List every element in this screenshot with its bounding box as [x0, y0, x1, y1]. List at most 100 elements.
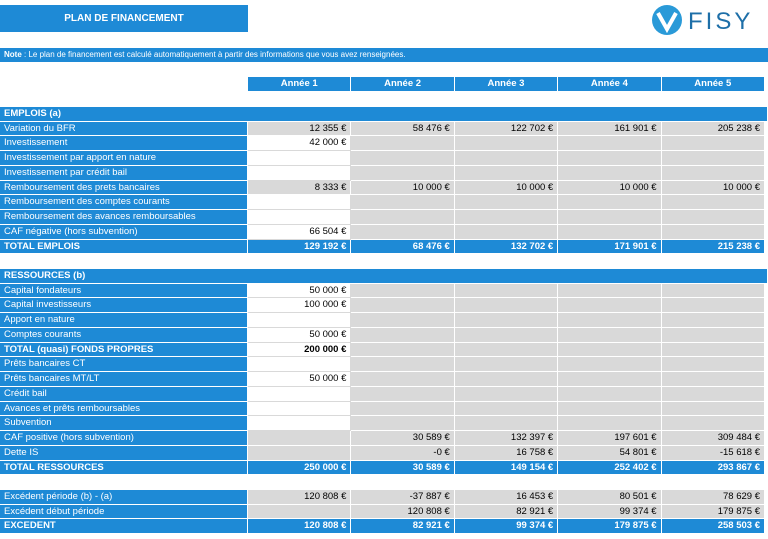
- row-label: Prêts bancaires CT: [0, 357, 248, 372]
- cell: 252 402 €: [558, 460, 662, 476]
- cell: 30 589 €: [351, 431, 455, 446]
- cell: [558, 283, 662, 299]
- row-label: Prêts bancaires MT/LT: [0, 372, 248, 387]
- cell: [558, 342, 662, 358]
- row-label: Excédent début période: [0, 504, 248, 520]
- cell: [454, 151, 559, 166]
- cell: [661, 151, 765, 166]
- row-label: Remboursement des prets bancaires: [0, 180, 248, 196]
- note-text: : Le plan de financement est calculé aut…: [24, 50, 406, 59]
- cell: [454, 195, 559, 210]
- cell: [351, 283, 455, 299]
- cell: 30 589 €: [351, 460, 455, 476]
- cell: [661, 327, 765, 343]
- cell: [661, 357, 765, 372]
- cell: [661, 313, 765, 328]
- row-label: Avances et prêts remboursables: [0, 401, 248, 417]
- cell: 66 504 €: [248, 224, 352, 240]
- cell: 179 875 €: [558, 519, 662, 534]
- cell: 309 484 €: [661, 431, 765, 446]
- cell: 16 758 €: [454, 445, 559, 461]
- cell: [248, 386, 352, 402]
- cell: [454, 342, 559, 358]
- cell: [248, 195, 352, 210]
- row-label: TOTAL EMPLOIS: [0, 239, 248, 255]
- cell: 120 808 €: [248, 519, 352, 534]
- cell: 10 000 €: [661, 180, 765, 196]
- row-label: TOTAL RESSOURCES: [0, 460, 248, 476]
- cell: 250 000 €: [248, 460, 352, 476]
- cell: 129 192 €: [248, 239, 352, 255]
- cell: 197 601 €: [558, 431, 662, 446]
- cell: 58 476 €: [351, 121, 455, 137]
- row-label: Dette IS: [0, 445, 248, 461]
- cell: -0 €: [351, 445, 455, 461]
- cell: 120 808 €: [248, 489, 352, 505]
- cell: [558, 401, 662, 417]
- cell: [351, 416, 455, 431]
- cell: [454, 224, 559, 240]
- cell: [248, 431, 352, 446]
- cell: [558, 195, 662, 210]
- column-header: Année 2: [351, 77, 455, 92]
- row-label: Variation du BFR: [0, 121, 248, 137]
- cell: 161 901 €: [558, 121, 662, 137]
- cell: [661, 298, 765, 313]
- cell: -15 618 €: [661, 445, 765, 461]
- cell: [351, 298, 455, 313]
- cell: [248, 151, 352, 166]
- cell: [558, 327, 662, 343]
- cell: [454, 372, 559, 387]
- cell: 80 501 €: [558, 489, 662, 505]
- cell: 12 355 €: [248, 121, 352, 137]
- cell: 258 503 €: [661, 519, 765, 534]
- cell: [248, 165, 352, 181]
- cell: [351, 165, 455, 181]
- cell: [351, 136, 455, 151]
- cell: 68 476 €: [351, 239, 455, 255]
- row-label: Remboursement des comptes courants: [0, 195, 248, 210]
- cell: 200 000 €: [248, 342, 352, 358]
- cell: [558, 386, 662, 402]
- title-box: PLAN DE FINANCEMENT: [0, 5, 248, 32]
- cell: [454, 136, 559, 151]
- cell: [558, 372, 662, 387]
- cell: [661, 401, 765, 417]
- cell: [351, 401, 455, 417]
- row-label: Excédent période (b) - (a): [0, 489, 248, 505]
- cell: [661, 165, 765, 181]
- cell: [661, 386, 765, 402]
- cell: [454, 401, 559, 417]
- cell: [558, 151, 662, 166]
- cell: [661, 342, 765, 358]
- cell: [248, 416, 352, 431]
- cell: [351, 386, 455, 402]
- cell: 50 000 €: [248, 372, 352, 387]
- note-bar: Note : Le plan de financement est calcul…: [0, 48, 768, 62]
- cell: [248, 313, 352, 328]
- cell: [454, 357, 559, 372]
- cell: 54 801 €: [558, 445, 662, 461]
- column-header: Année 4: [558, 77, 662, 92]
- cell: [558, 224, 662, 240]
- cell: 122 702 €: [454, 121, 559, 137]
- cell: -37 887 €: [351, 489, 455, 505]
- cell: [248, 401, 352, 417]
- cell: [558, 416, 662, 431]
- cell: 10 000 €: [351, 180, 455, 196]
- logo: FISY: [652, 5, 750, 35]
- cell: 179 875 €: [661, 504, 765, 520]
- row-label: Subvention: [0, 416, 248, 431]
- row-label: EXCEDENT: [0, 519, 248, 534]
- cell: [558, 210, 662, 225]
- cell: 171 901 €: [558, 239, 662, 255]
- cell: [454, 298, 559, 313]
- cell: [351, 342, 455, 358]
- cell: [351, 195, 455, 210]
- row-label: Investissement par crédit bail: [0, 165, 248, 181]
- cell: 50 000 €: [248, 283, 352, 299]
- cell: [351, 372, 455, 387]
- cell: [661, 372, 765, 387]
- cell: 82 921 €: [454, 504, 559, 520]
